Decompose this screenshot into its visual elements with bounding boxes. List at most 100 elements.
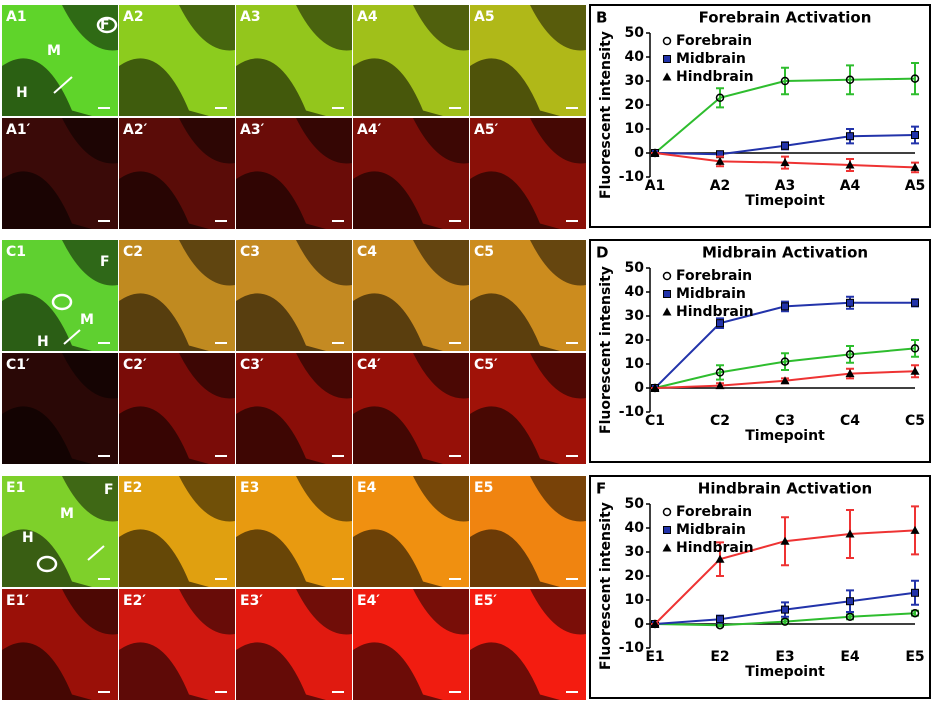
chart-title: Forebrain Activation: [699, 9, 872, 27]
y-tick-label: 50: [625, 25, 645, 41]
y-tick-label: -10: [619, 640, 645, 656]
y-tick-label: 10: [625, 592, 645, 608]
region-label: H: [37, 334, 49, 350]
x-tick-label: A1: [645, 178, 666, 194]
legend-label: Midbrain: [676, 522, 746, 538]
x-tick-label: E5: [905, 649, 924, 665]
panel-label: C5′: [474, 357, 498, 373]
y-tick-label: 20: [625, 568, 645, 584]
y-tick-label: 30: [625, 308, 645, 324]
legend-marker: [664, 527, 671, 534]
x-tick-label: A4: [840, 178, 861, 194]
x-axis-label: Timepoint: [745, 428, 825, 444]
panel-label: C4′: [357, 357, 381, 373]
x-axis-label: Timepoint: [745, 664, 825, 680]
page: A1 A2 A3 A4 A5 A1′ A2′ A3′ A4′ A5′ F M H C1 C2 C3 C4 C5 C1…: [0, 0, 933, 705]
marker: [912, 299, 919, 306]
legend-marker: [663, 308, 672, 316]
x-tick-label: A5: [905, 178, 926, 194]
marker: [782, 606, 789, 613]
y-tick-label: 50: [625, 260, 645, 276]
legend-label: Midbrain: [676, 51, 746, 67]
panel-label: A5′: [474, 122, 499, 138]
legend-marker: [664, 56, 671, 63]
panel-label: A5: [474, 9, 495, 25]
panel-label: E4′: [357, 593, 380, 609]
panel-label: E2′: [123, 593, 146, 609]
marker: [717, 320, 724, 327]
panel-label: E5: [474, 480, 493, 496]
y-tick-label: 0: [634, 616, 644, 632]
legend-label: Forebrain: [676, 33, 752, 49]
panel-label: C1: [6, 244, 26, 260]
panel-label: A3′: [240, 122, 265, 138]
x-tick-label: E4: [840, 649, 860, 665]
y-tick-label: 10: [625, 356, 645, 372]
marker: [847, 598, 854, 605]
y-tick-label: 0: [634, 380, 644, 396]
x-tick-label: C2: [710, 413, 730, 429]
panel-label: A4: [357, 9, 378, 25]
panel-label: E3′: [240, 593, 263, 609]
panel-label: A2: [123, 9, 144, 25]
legend-label: Hindbrain: [676, 304, 754, 320]
figure: A1 A2 A3 A4 A5 A1′ A2′ A3′ A4′ A5′ F M H C1 C2 C3 C4 C5 C1…: [0, 0, 933, 705]
region-label: F: [100, 254, 110, 270]
y-axis-label: Fluorescent intensity: [598, 266, 614, 434]
region-label: M: [60, 506, 74, 522]
panel-letter: B: [596, 9, 607, 27]
panel-label: E1: [6, 480, 25, 496]
marker: [782, 303, 789, 310]
y-tick-label: 40: [625, 284, 645, 300]
legend-marker: [663, 73, 672, 81]
y-tick-label: 0: [634, 145, 644, 161]
legend-label: Hindbrain: [676, 540, 754, 556]
panel-letter: D: [596, 244, 608, 262]
marker: [912, 132, 919, 139]
legend-label: Forebrain: [676, 504, 752, 520]
x-tick-label: C4: [840, 413, 860, 429]
x-tick-label: C5: [905, 413, 925, 429]
panel-label: E2: [123, 480, 142, 496]
y-tick-label: 30: [625, 73, 645, 89]
panel-label: C2′: [123, 357, 147, 373]
x-tick-label: E3: [775, 649, 794, 665]
legend-label: Forebrain: [676, 268, 752, 284]
panel-label: E4: [357, 480, 377, 496]
legend-marker: [664, 291, 671, 298]
region-label: F: [104, 482, 114, 498]
region-label: H: [16, 85, 28, 101]
panel-label: C3′: [240, 357, 264, 373]
panel-label: A2′: [123, 122, 148, 138]
panel-label: C3: [240, 244, 260, 260]
x-tick-label: C1: [645, 413, 665, 429]
panel-label: A3: [240, 9, 261, 25]
panel-label: C2: [123, 244, 143, 260]
region-label: M: [47, 43, 61, 59]
panel-label: A1′: [6, 122, 31, 138]
marker: [912, 589, 919, 596]
panel-label: C4: [357, 244, 377, 260]
panel-label: C5: [474, 244, 494, 260]
y-axis-label: Fluorescent intensity: [598, 31, 614, 199]
y-tick-label: 50: [625, 496, 645, 512]
panel-label: E1′: [6, 593, 29, 609]
y-tick-label: 10: [625, 121, 645, 137]
panel-label: E3: [240, 480, 259, 496]
chart-title: Midbrain Activation: [702, 244, 868, 262]
chart-title: Hindbrain Activation: [698, 480, 872, 498]
marker: [717, 616, 724, 623]
panel-label: A1: [6, 9, 27, 25]
x-tick-label: C3: [775, 413, 795, 429]
x-tick-label: E1: [645, 649, 664, 665]
y-tick-label: 40: [625, 49, 645, 65]
panel-label: E5′: [474, 593, 497, 609]
y-axis-label: Fluorescent intensity: [598, 502, 614, 670]
legend-marker: [664, 38, 671, 45]
legend-marker: [664, 509, 671, 516]
panel-label: C1′: [6, 357, 30, 373]
region-label: H: [22, 530, 34, 546]
panel-label: A4′: [357, 122, 382, 138]
marker: [782, 142, 789, 149]
panel-letter: F: [596, 480, 606, 498]
